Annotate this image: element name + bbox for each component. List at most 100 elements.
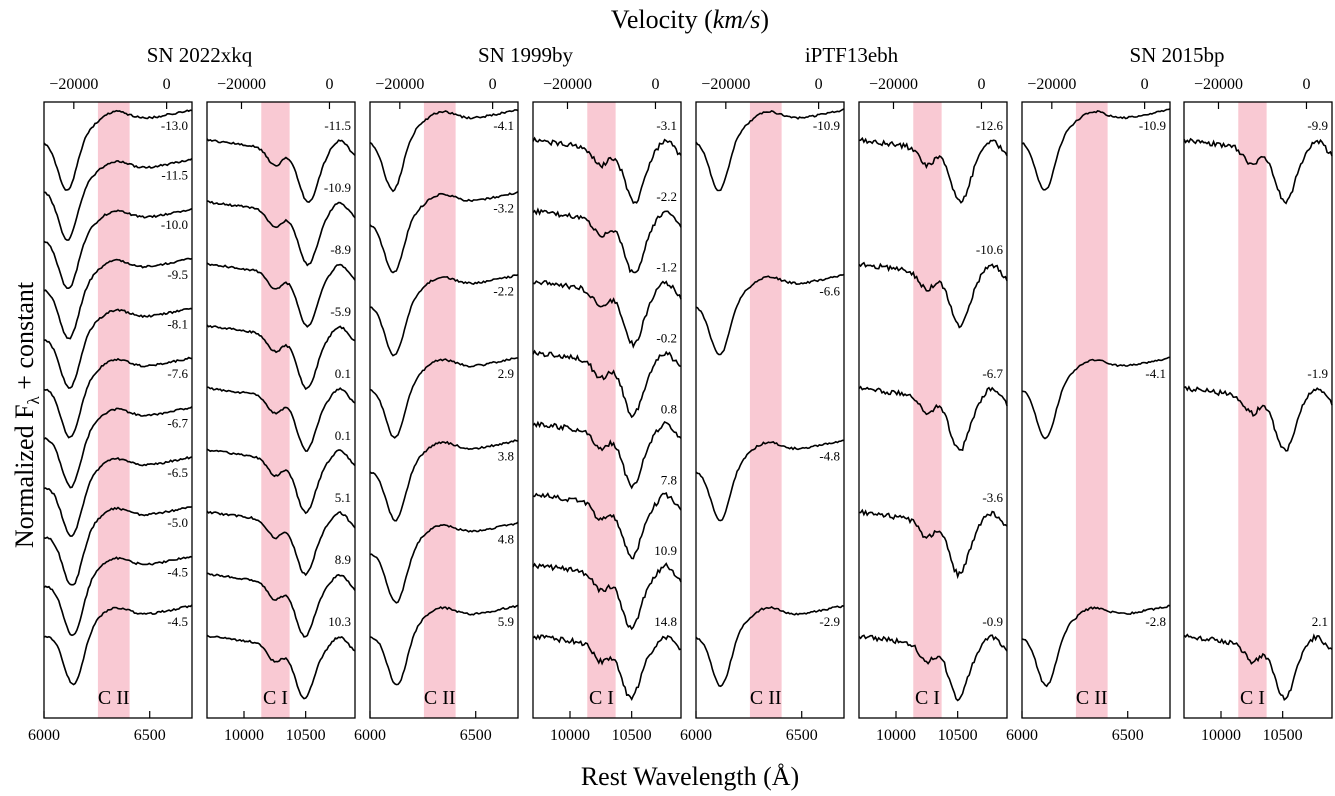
shade-band: [749, 102, 782, 718]
epoch-label: 2.1: [1312, 614, 1328, 629]
spectrum-line: [43, 506, 193, 586]
epoch-label: -10.9: [1139, 118, 1166, 133]
epoch-label: 2.9: [498, 366, 514, 381]
v-tick-label: −20000: [49, 76, 98, 93]
spectrum-line: [43, 555, 193, 637]
spectrum-line: [1021, 108, 1171, 191]
epoch-label: -4.1: [493, 118, 514, 133]
epoch-label: -6.7: [982, 366, 1003, 381]
v-tick-label: −20000: [1027, 76, 1076, 93]
panel-3: -4.1 -3.2 -2.2 2.9 3.8 4.8 5.9 6000 6500 −20000 0 C…: [354, 76, 519, 744]
ion-label: C I: [589, 687, 614, 709]
x-tick-label: 6500: [786, 727, 818, 744]
panel-frame: [206, 101, 356, 719]
x-tick-label: 10500: [612, 727, 652, 744]
spectrum-line: [43, 257, 193, 340]
ion-label: C I: [263, 687, 288, 709]
epoch-label: -6.7: [167, 416, 188, 431]
epoch-label: -0.9: [982, 614, 1003, 629]
epoch-label: -11.5: [161, 168, 188, 183]
v-tick-label: −20000: [869, 76, 918, 93]
shade-band: [1238, 102, 1267, 718]
epoch-label: 0.1: [335, 366, 351, 381]
panel-frame: [369, 101, 519, 719]
epoch-label: -3.6: [982, 490, 1003, 505]
epoch-label: 10.9: [654, 543, 677, 558]
panel-frame: [1021, 101, 1171, 719]
spectrum-line: [369, 274, 519, 357]
spectrum-line: [206, 262, 356, 328]
spectrum-line: [206, 200, 356, 267]
epoch-label: -5.0: [167, 515, 188, 530]
panel-1: -13.0 -11.5 -10.0 -9.5 -8.1 -7.6 -6.7 -6.5 -5.0 -…: [28, 76, 193, 744]
spectrum-line: [369, 604, 519, 686]
panel-6: -12.6 -10.6 -6.7 -3.6 -0.9 10000 10500 −20000 0 C…: [858, 76, 1008, 744]
epoch-label: 5.1: [335, 490, 351, 505]
x-tick-label: 10000: [876, 727, 916, 744]
spectrum-line: [43, 456, 193, 537]
v-tick-label: 0: [977, 76, 985, 93]
x-tick-label: 10000: [550, 727, 590, 744]
epoch-label: -12.6: [976, 118, 1004, 133]
object-title: SN 2022xkq: [147, 43, 253, 67]
spectrum-line: [43, 109, 193, 191]
epoch-label: 5.9: [498, 614, 514, 629]
epoch-label: 14.8: [654, 614, 677, 629]
epoch-label: -0.2: [656, 331, 677, 346]
spectrum-line: [1183, 633, 1333, 701]
panel-2: -11.5 -10.9 -8.9 -5.9 0.1 0.1 5.1 8.9 10.3 10000 1…: [206, 76, 356, 744]
spectrum-line: [532, 420, 682, 490]
panel-5: -10.9 -6.6 -4.8 -2.9 6000 6500 −20000 0 C II: [680, 76, 845, 744]
epoch-label: 0.1: [335, 428, 351, 443]
spectrum-line: [1183, 385, 1333, 452]
spectrum-line: [695, 439, 845, 522]
spectrum-line: [532, 136, 682, 205]
object-title: SN 2015bp: [1129, 43, 1224, 67]
x-tick-label: 6500: [460, 727, 492, 744]
v-tick-label: −20000: [217, 76, 266, 93]
epoch-label: -4.1: [1145, 366, 1166, 381]
x-tick-label: 10500: [286, 727, 326, 744]
epoch-label: -1.9: [1307, 366, 1328, 381]
spectrum-line: [532, 280, 682, 349]
epoch-label: -4.5: [167, 614, 188, 629]
spectrum-line: [1021, 356, 1171, 440]
epoch-label: -3.1: [656, 118, 677, 133]
spectrum-line: [43, 307, 193, 389]
spectrum-line: [532, 633, 682, 702]
epoch-label: 8.9: [335, 552, 351, 567]
epoch-label: -9.9: [1307, 118, 1328, 133]
spectrum-line: [206, 634, 356, 700]
spectrum-line: [858, 634, 1008, 702]
panel-frame: [532, 101, 682, 719]
epoch-label: 4.8: [498, 531, 514, 546]
x-tick-label: 6000: [28, 727, 60, 744]
spectrum-line: [858, 508, 1008, 580]
spectrum-line: [369, 191, 519, 274]
ion-label: C II: [424, 687, 456, 709]
x-tick-label: 10000: [224, 727, 264, 744]
epoch-label: -1.2: [656, 260, 677, 275]
spectrum-line: [43, 406, 193, 489]
spectrum-line: [532, 562, 682, 631]
panel-frame: [695, 101, 845, 719]
spectrum-line: [206, 572, 356, 638]
spectrum-line: [858, 136, 1008, 204]
panel-frame: [43, 101, 193, 719]
top-velocity-title: Velocity (km/s): [611, 5, 769, 34]
epoch-label: -2.2: [493, 283, 514, 298]
spectrum-line: [369, 521, 519, 604]
v-tick-label: 0: [325, 76, 333, 93]
epoch-label: -9.5: [167, 267, 188, 282]
shade-band: [1075, 102, 1108, 718]
x-tick-label: 6000: [354, 727, 386, 744]
epoch-label: -2.8: [1145, 614, 1166, 629]
x-tick-label: 6500: [1112, 727, 1144, 744]
v-tick-label: 0: [163, 76, 171, 93]
x-tick-label: 10000: [1201, 727, 1241, 744]
panel-7: -10.9 -4.1 -2.8 6000 6500 −20000 0 C II: [1006, 76, 1171, 744]
spectrum-line: [43, 157, 193, 241]
panel-frame: [1183, 101, 1333, 719]
epoch-label: -8.1: [167, 316, 188, 331]
epoch-label: -10.9: [324, 180, 351, 195]
